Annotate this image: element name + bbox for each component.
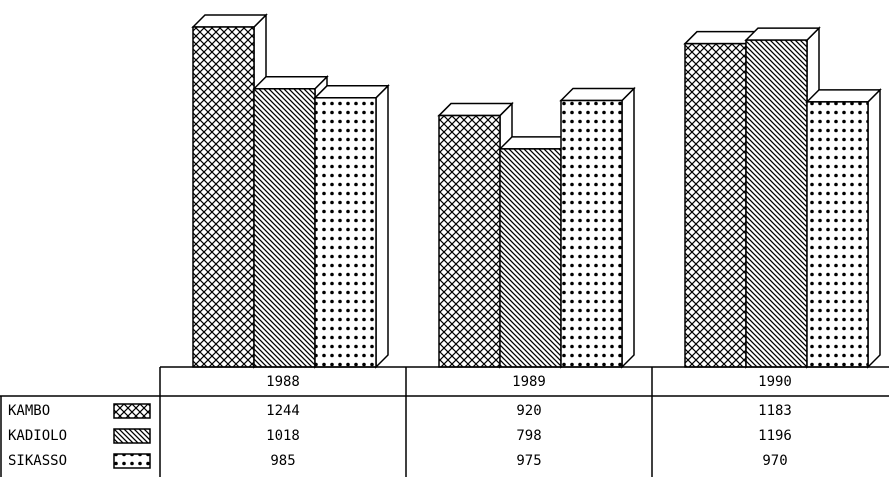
bar-top <box>805 89 882 103</box>
bar <box>313 83 390 369</box>
column-header: 1989 <box>512 374 546 390</box>
bars <box>191 13 882 369</box>
bar-top <box>191 14 268 28</box>
legend-label: KAMBO <box>8 403 50 419</box>
bar-side <box>375 83 389 369</box>
bar-top <box>559 87 636 102</box>
table-value: 1018 <box>266 428 300 444</box>
bar-front <box>560 99 623 368</box>
bar-front <box>314 97 377 368</box>
bar-front <box>745 39 808 368</box>
bar-front <box>684 42 747 368</box>
legend-swatch <box>113 428 151 444</box>
legend-label: SIKASSO <box>8 453 67 469</box>
bar-top <box>437 102 514 117</box>
table-value: 970 <box>762 453 787 469</box>
table-value: 1244 <box>266 403 300 419</box>
table-value: 1196 <box>758 428 792 444</box>
table-value: 975 <box>516 453 541 469</box>
legend-swatch <box>113 453 151 469</box>
bar-side <box>621 86 635 369</box>
bar-front <box>499 148 562 368</box>
bar-side <box>867 88 881 369</box>
column-header: 1988 <box>266 374 300 390</box>
bar-front <box>438 114 501 368</box>
bar-front <box>192 26 255 368</box>
bar-top <box>252 76 329 90</box>
column-header: 1990 <box>758 374 792 390</box>
bar-front <box>806 101 869 368</box>
data-table <box>0 366 889 477</box>
bar-top <box>313 85 390 99</box>
bar <box>805 88 882 369</box>
legend-label: KADIOLO <box>8 428 67 444</box>
legend-swatch <box>113 403 151 419</box>
table-value: 920 <box>516 403 541 419</box>
table-value: 985 <box>270 453 295 469</box>
table-value: 1183 <box>758 403 792 419</box>
bar-front <box>253 88 316 368</box>
bar <box>559 86 636 369</box>
table-value: 798 <box>516 428 541 444</box>
bar-top <box>744 27 821 41</box>
